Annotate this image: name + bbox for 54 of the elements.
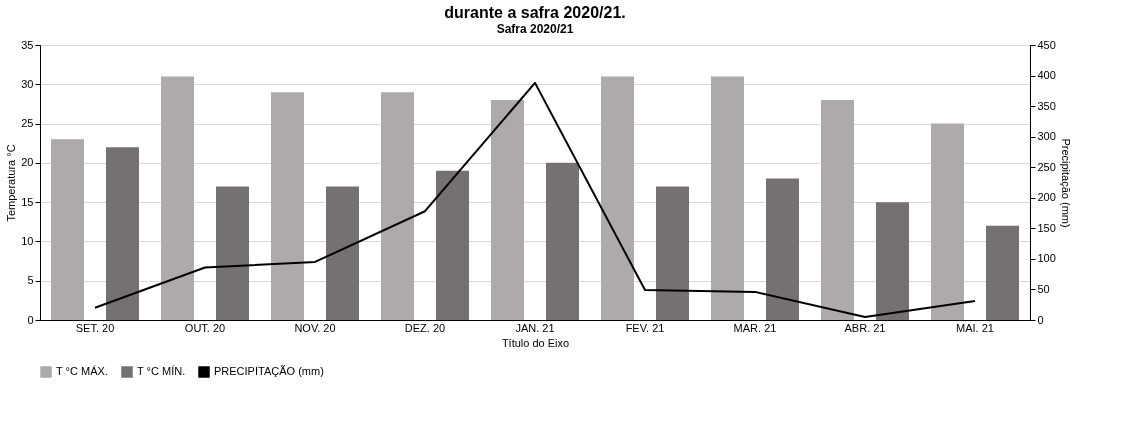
y2-tick-label: 50: [1037, 282, 1050, 295]
bar: [821, 100, 854, 320]
y2-tick-label: 350: [1037, 99, 1056, 112]
bar: [326, 186, 359, 320]
x-tick-label: NOV. 20: [294, 321, 336, 334]
bar: [931, 123, 964, 320]
legend-label: T °C MÍN.: [137, 365, 186, 377]
bar: [601, 76, 634, 320]
legend-label: PRECIPITAÇÃO (mm): [214, 365, 324, 377]
bar: [106, 147, 139, 320]
y-tick-label: 0: [27, 313, 34, 326]
y2-tick-label: 100: [1037, 252, 1056, 265]
y2-tick-label: 250: [1037, 160, 1056, 173]
bar: [436, 170, 469, 320]
x-tick-label: FEV. 21: [625, 321, 665, 334]
bar: [766, 178, 799, 320]
y-tick-label: 20: [21, 156, 34, 169]
x-tick-label: MAR. 21: [733, 321, 777, 334]
bar: [546, 162, 579, 320]
y2-tick-label: 200: [1037, 191, 1056, 204]
y2-tick-label: 450: [1037, 38, 1056, 51]
x-tick-label: ABR. 21: [844, 321, 886, 334]
y-tick-label: 15: [21, 195, 34, 208]
y2-tick-label: 0: [1037, 313, 1044, 326]
bar: [711, 76, 744, 320]
line-series: [94, 81, 976, 318]
y-tick-label: 30: [21, 77, 34, 90]
legend-label: T °C MÁX.: [56, 365, 108, 377]
x-tick-label: DEZ. 20: [404, 321, 446, 334]
bar: [986, 225, 1019, 320]
bar: [216, 186, 249, 320]
y-axis-title: Temperatura °C: [5, 144, 18, 222]
x-tick-label: MAI. 21: [956, 321, 994, 334]
bar: [656, 186, 689, 320]
bar: [876, 202, 909, 320]
chart-subtitle: Safra 2020/21: [496, 22, 574, 36]
y2-tick-label: 150: [1037, 221, 1056, 234]
x-tick-label: OUT. 20: [184, 321, 226, 334]
y-tick-label: 10: [21, 234, 34, 247]
bar: [271, 92, 304, 320]
bar: [161, 76, 194, 320]
bar: [491, 100, 524, 320]
x-tick-label: JAN. 21: [515, 321, 555, 334]
bar: [51, 139, 84, 320]
y-tick-label: 35: [21, 38, 34, 51]
bar: [381, 92, 414, 320]
y2-axis-title: Precipitação (mm): [1059, 138, 1072, 228]
y2-tick-label: 300: [1037, 130, 1056, 143]
y-tick-label: 25: [21, 117, 34, 130]
y2-tick-label: 400: [1037, 69, 1056, 82]
x-tick-label: SET. 20: [75, 321, 115, 334]
x-axis-title: Título do Eixo: [501, 336, 570, 349]
chart-title: durante a safra 2020/21.: [444, 4, 626, 21]
y-tick-label: 5: [27, 274, 34, 287]
